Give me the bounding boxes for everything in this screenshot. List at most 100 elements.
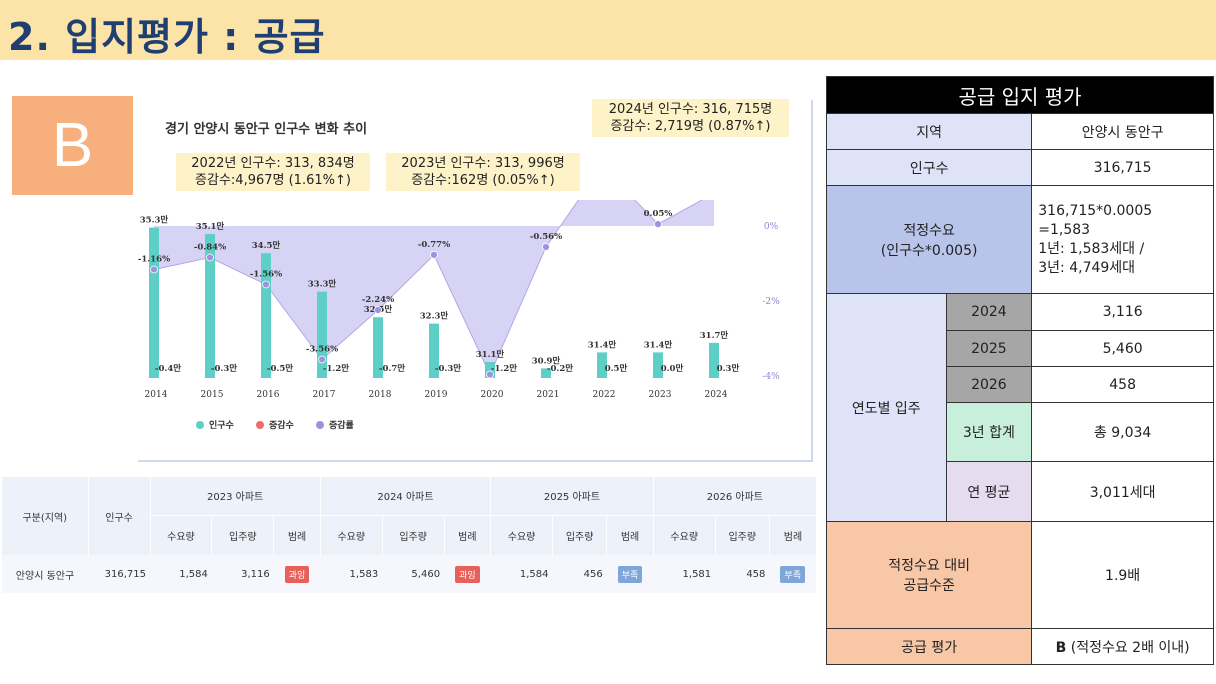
bar-value-label: 30.9만 bbox=[532, 355, 561, 366]
subcol-legend: 범례 bbox=[273, 514, 321, 555]
demand-value-line2: =1,583 bbox=[1038, 221, 1091, 238]
subcol-legend: 범례 bbox=[768, 514, 816, 555]
annotation-2023-line1: 2023년 인구수: 313, 996명 bbox=[401, 156, 565, 171]
bar-population bbox=[653, 352, 663, 378]
bar-population bbox=[373, 317, 383, 378]
cell-region: 안양시 동안구 bbox=[15, 570, 75, 582]
grade-value-note: (적정수요 2배 이내) bbox=[1066, 639, 1190, 656]
total-label: 3년 합계 bbox=[945, 402, 1033, 462]
x-tick-label: 2014 bbox=[145, 390, 168, 400]
move-in-label: 연도별 입주 bbox=[826, 293, 947, 522]
cell-demand: 1,583 bbox=[349, 568, 379, 580]
annotation-2022-line2: 증감수:4,967명 (1.61%↑) bbox=[195, 173, 351, 188]
page-title: 2. 입지평가 : 공급 bbox=[8, 15, 326, 59]
annotation-2023-line2: 증감수:162명 (0.05%↑) bbox=[411, 173, 555, 188]
pop-label: 인구수 bbox=[825, 149, 1033, 186]
bar-value-label: 35.1만 bbox=[196, 221, 225, 232]
demand-label-line1: 적정수요 bbox=[903, 222, 955, 239]
bar-population bbox=[709, 342, 719, 378]
subcol-supply: 입주량 bbox=[211, 514, 274, 555]
legend-item-rate: 증감률 bbox=[316, 418, 354, 431]
cell-supply: 5,460 bbox=[411, 568, 441, 580]
legend-label-rate: 증감률 bbox=[329, 421, 354, 431]
bar-value-label: 32.3만 bbox=[420, 311, 449, 322]
region-label: 지역 bbox=[825, 113, 1033, 150]
x-tick-label: 2018 bbox=[369, 390, 392, 400]
demand-value-line4: 3년: 4,749세대 bbox=[1038, 259, 1136, 276]
x-tick-label: 2024 bbox=[705, 390, 728, 400]
bar-value-label: 35.3만 bbox=[140, 215, 169, 226]
annotation-2024-line1: 2024년 인구수: 316, 715명 bbox=[608, 102, 773, 117]
x-tick-label: 2015 bbox=[201, 390, 224, 400]
ratio-value: 1.9배 bbox=[1031, 521, 1214, 629]
legend-item-change: 증감수 bbox=[256, 418, 294, 431]
rate-point bbox=[318, 355, 326, 364]
region-value: 안양시 동안구 bbox=[1031, 113, 1214, 150]
rate-area bbox=[154, 200, 714, 375]
bar-value-label: 31.1만 bbox=[476, 349, 505, 360]
rate-point bbox=[206, 253, 214, 262]
legend-item-population: 인구수 bbox=[196, 418, 234, 431]
col-pop-header: 인구수 bbox=[87, 477, 150, 555]
subcol-demand: 수요량 bbox=[490, 514, 553, 555]
grade-box: B bbox=[12, 96, 133, 195]
table-row: 안양시 동안구 316,715 1,584 3,116 과잉 1,583 5,4… bbox=[2, 555, 816, 593]
rate-point bbox=[150, 265, 158, 274]
x-tick-label: 2019 bbox=[425, 390, 448, 400]
bar-value-label: 33.3만 bbox=[308, 279, 337, 290]
subcol-demand: 수요량 bbox=[149, 514, 212, 555]
subcol-legend: 범례 bbox=[606, 514, 654, 555]
population-chart: 35.3만 -0.4만 35.1만 -0.3만 34.5만 -0.5만 33.3만 -1.2만… bbox=[138, 200, 780, 400]
x-tick-label: 2021 bbox=[537, 390, 560, 400]
ratio-label-line2: 공급수준 bbox=[903, 578, 955, 594]
annotation-2024-line2: 증감수: 2,719명 (0.87%↑) bbox=[610, 119, 771, 134]
rate-point bbox=[486, 370, 494, 379]
subcol-legend: 범례 bbox=[443, 514, 491, 555]
eval-title: 공급 입지 평가 bbox=[826, 76, 1214, 114]
grade-label: 공급 평가 bbox=[825, 628, 1033, 665]
cell-legend: 과잉 bbox=[274, 555, 321, 593]
cell-legend: 과잉 bbox=[444, 555, 491, 593]
col-region-header: 구분(지역) bbox=[22, 512, 68, 524]
supply-table: 구분(지역) 인구수 2023 아파트 2024 아파트 2025 아파트 20… bbox=[2, 477, 816, 593]
x-tick-label: 2017 bbox=[313, 390, 336, 400]
legend-dot-rate bbox=[316, 420, 324, 429]
rate-point bbox=[542, 243, 550, 251]
change-value-label: -0.3만 bbox=[435, 363, 461, 374]
bar-population bbox=[317, 291, 327, 378]
bar-value-label: 31.7만 bbox=[700, 330, 729, 341]
rate-value-label: -0.56% bbox=[530, 232, 562, 242]
rate-value-label: -0.84% bbox=[194, 243, 226, 253]
grade-value-letter: B bbox=[1055, 639, 1067, 656]
rate-point bbox=[374, 306, 382, 314]
rate-point bbox=[262, 280, 270, 289]
status-badge: 과잉 bbox=[284, 565, 310, 583]
grade-value: B (적정수요 2배 이내) bbox=[1031, 628, 1214, 665]
change-value-label: 0.5만 bbox=[605, 363, 628, 374]
rate-point bbox=[654, 220, 662, 229]
right-axis-tick: -4% bbox=[762, 372, 780, 382]
x-tick-label: 2022 bbox=[593, 390, 616, 400]
evaluation-table: 공급 입지 평가 지역 안양시 동안구 인구수 316,715 적정수요 (인구… bbox=[825, 76, 1214, 665]
cell-demand: 1,584 bbox=[179, 568, 208, 580]
change-value-label: -1.2만 bbox=[323, 363, 349, 374]
legend-dot-population bbox=[196, 420, 204, 429]
bar-population bbox=[485, 362, 495, 378]
bar-population bbox=[261, 253, 271, 378]
annotation-2023: 2023년 인구수: 313, 996명 증감수:162명 (0.05%↑) bbox=[386, 153, 580, 191]
legend-label-population: 인구수 bbox=[209, 421, 234, 431]
demand-value-line3: 1년: 1,583세대 / bbox=[1038, 240, 1145, 257]
status-badge: 부족 bbox=[780, 565, 805, 583]
group-header-2026: 2026 아파트 bbox=[652, 477, 816, 515]
cell-legend: 부족 bbox=[607, 555, 654, 593]
demand-label-line2: (인구수*0.005) bbox=[880, 242, 978, 259]
group-header-2024: 2024 아파트 bbox=[319, 477, 491, 515]
ratio-label: 적정수요 대비 공급수준 bbox=[825, 521, 1033, 629]
change-value-label: -0.5만 bbox=[267, 363, 293, 374]
change-value-label: -0.7만 bbox=[379, 363, 405, 374]
subcol-supply: 입주량 bbox=[714, 514, 770, 555]
year-2026-label: 2026 bbox=[945, 366, 1033, 403]
page-header: 2. 입지평가 : 공급 bbox=[0, 0, 1216, 60]
year-2024-label: 2024 bbox=[945, 293, 1033, 331]
total-value: 총 9,034 bbox=[1031, 402, 1214, 462]
